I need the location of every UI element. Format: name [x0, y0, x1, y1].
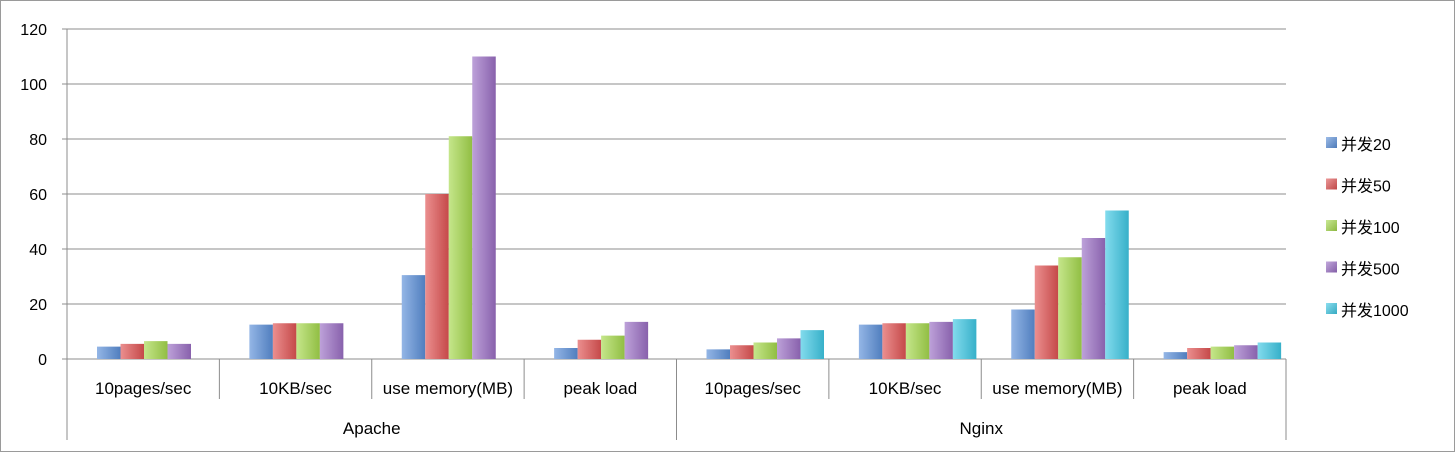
- bar: [472, 56, 496, 359]
- bar: [144, 341, 168, 359]
- legend-label: 并发500: [1341, 261, 1400, 279]
- category-label: peak load: [563, 379, 637, 398]
- y-tick-label: 20: [29, 297, 47, 314]
- group-label: Nginx: [960, 419, 1004, 438]
- legend-label: 并发50: [1341, 178, 1391, 196]
- legend-label: 并发100: [1341, 219, 1400, 237]
- bar: [1257, 342, 1282, 359]
- bar: [272, 323, 297, 359]
- bar: [577, 339, 602, 359]
- y-tick-label: 40: [29, 242, 47, 259]
- y-tick-label: 80: [29, 132, 47, 149]
- bar: [905, 323, 930, 359]
- y-tick-label: 0: [38, 352, 47, 369]
- bar: [706, 349, 730, 359]
- bars: [97, 56, 1282, 359]
- bar: [448, 136, 473, 359]
- category-label: 10KB/sec: [259, 379, 332, 398]
- bar: [1234, 345, 1258, 359]
- bar: [882, 323, 906, 359]
- bar: [319, 323, 344, 359]
- bar: [929, 321, 953, 359]
- category-label: 10pages/sec: [704, 379, 801, 398]
- category-label: peak load: [1173, 379, 1247, 398]
- bar: [167, 343, 191, 359]
- bar: [601, 335, 625, 359]
- category-label: use memory(MB): [383, 379, 513, 398]
- bar: [554, 348, 578, 359]
- y-tick-label: 100: [20, 77, 47, 94]
- bar: [730, 345, 754, 359]
- bar: [1105, 210, 1129, 359]
- bar: [1058, 257, 1082, 359]
- bar: [777, 338, 801, 359]
- category-label: 10pages/sec: [95, 379, 192, 398]
- bar: [624, 321, 649, 359]
- legend-swatch: [1326, 220, 1337, 231]
- bar: [296, 323, 320, 359]
- bar: [97, 346, 121, 359]
- y-axis: 0 20 40 60 80 100 120: [20, 22, 68, 369]
- bar: [1187, 348, 1211, 359]
- bar: [1081, 238, 1106, 359]
- legend-label: 并发1000: [1341, 302, 1409, 320]
- bar: [249, 324, 273, 359]
- group-label: Apache: [343, 419, 401, 438]
- category-label: 10KB/sec: [869, 379, 942, 398]
- legend-swatch: [1326, 303, 1337, 314]
- category-label: use memory(MB): [992, 379, 1122, 398]
- legend-label: 并发20: [1341, 136, 1391, 154]
- bar: [1034, 265, 1059, 359]
- bar: [401, 275, 426, 359]
- bar: [753, 342, 777, 359]
- bar: [120, 343, 144, 359]
- legend-swatch: [1326, 178, 1337, 190]
- legend-swatch: [1326, 137, 1337, 148]
- bar: [800, 330, 824, 359]
- y-tick-label: 60: [29, 187, 47, 204]
- x-axis: 10pages/sec 10KB/sec use memory(MB) peak lo…: [66, 359, 1287, 440]
- bar: [1163, 352, 1188, 359]
- legend: 并发20 并发50 并发100 并发500 并发1000: [1326, 136, 1409, 320]
- bar: [952, 319, 977, 359]
- bar: [858, 324, 883, 359]
- bar: [425, 194, 449, 359]
- bar: [1210, 346, 1235, 359]
- y-tick-label: 120: [20, 22, 47, 39]
- legend-swatch: [1326, 261, 1337, 273]
- bar: [1011, 309, 1035, 359]
